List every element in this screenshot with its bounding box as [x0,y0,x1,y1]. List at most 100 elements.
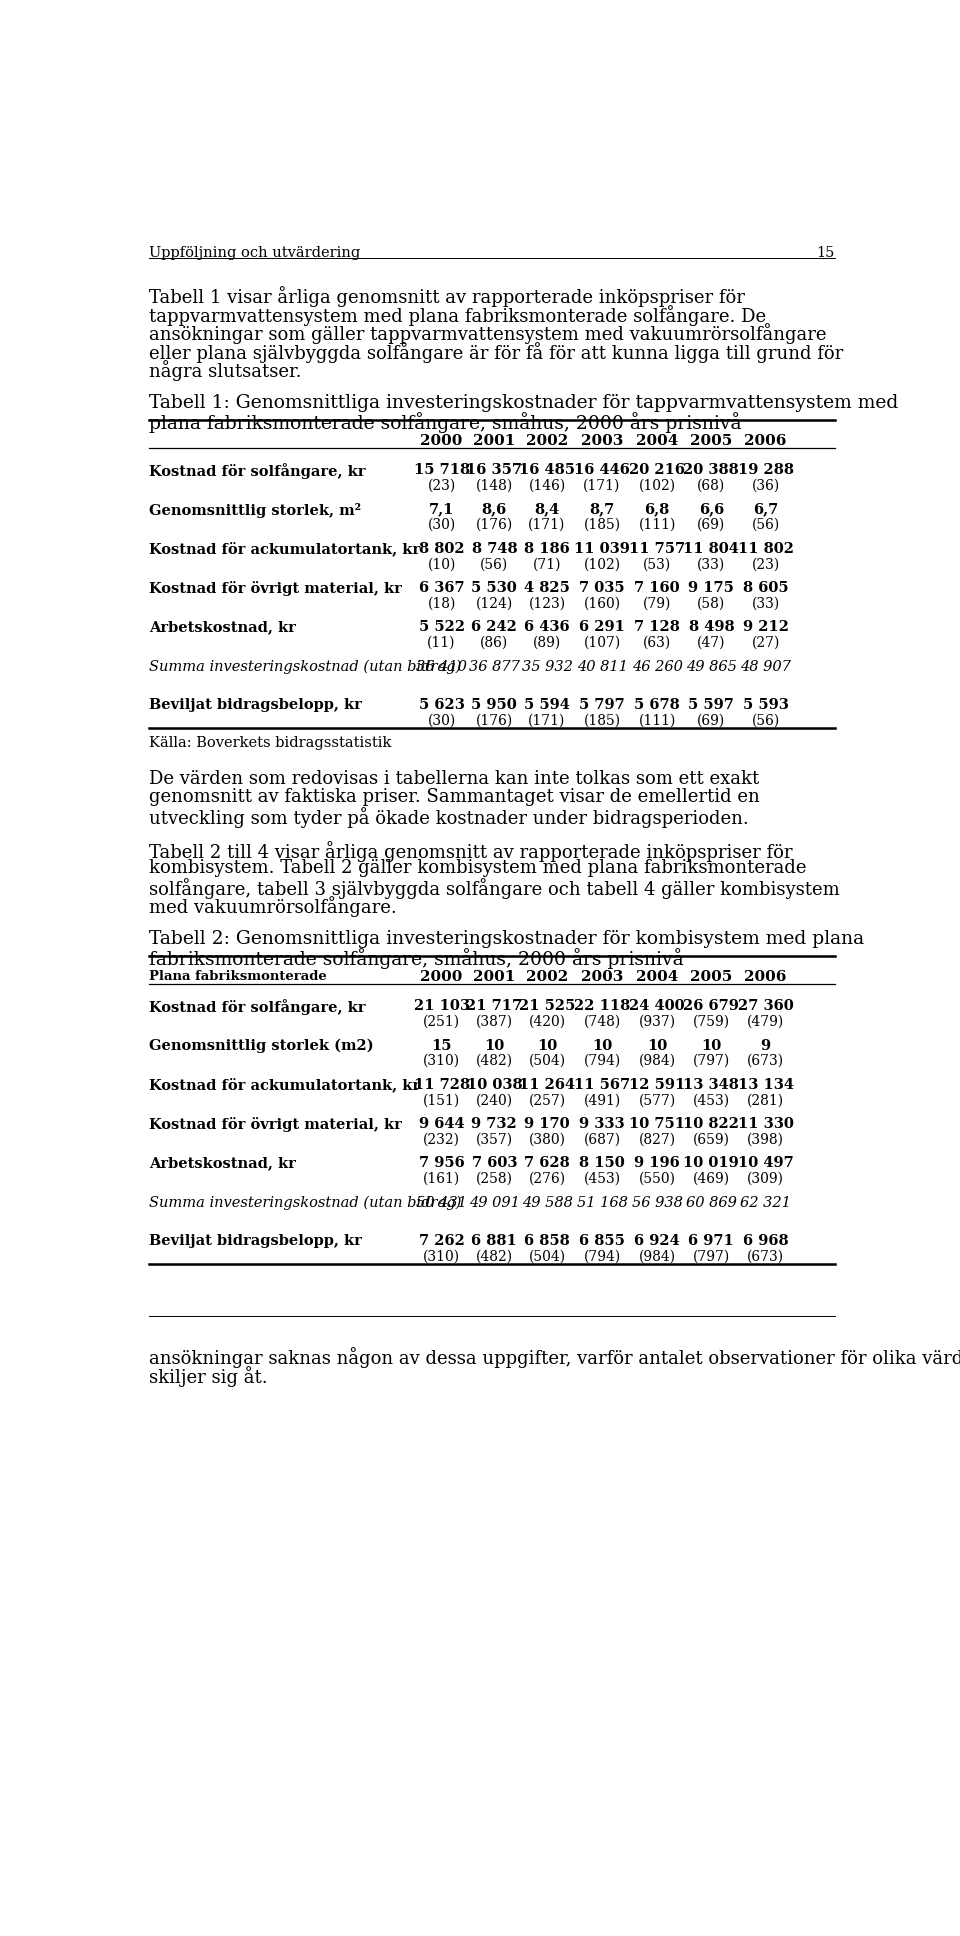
Text: 48 907: 48 907 [740,660,791,674]
Text: 9: 9 [760,1038,771,1053]
Text: 11 757: 11 757 [629,542,685,556]
Text: 2001: 2001 [473,970,516,983]
Text: (89): (89) [533,635,562,650]
Text: ansökningar som gäller tappvarmvattensystem med vakuumrörsolfångare: ansökningar som gäller tappvarmvattensys… [150,323,827,345]
Text: (258): (258) [476,1171,513,1185]
Text: Arbetskostnad, kr: Arbetskostnad, kr [150,620,297,635]
Text: (185): (185) [584,519,620,532]
Text: solfångare, tabell 3 självbyggda solfångare och tabell 4 gäller kombisystem: solfångare, tabell 3 självbyggda solfång… [150,877,840,898]
Text: 24 400: 24 400 [629,999,684,1013]
Text: (453): (453) [693,1094,730,1107]
Text: (56): (56) [480,558,509,571]
Text: Källa: Boverkets bidragsstatistik: Källa: Boverkets bidragsstatistik [150,736,392,749]
Text: 15: 15 [431,1038,452,1053]
Text: (504): (504) [528,1053,565,1069]
Text: Beviljat bidragsbelopp, kr: Beviljat bidragsbelopp, kr [150,1233,362,1249]
Text: 10: 10 [537,1038,557,1053]
Text: 49 091: 49 091 [468,1196,519,1210]
Text: (577): (577) [638,1094,676,1107]
Text: 10: 10 [701,1038,722,1053]
Text: (171): (171) [528,519,565,532]
Text: 13 348: 13 348 [684,1078,739,1092]
Text: 5 522: 5 522 [419,620,465,635]
Text: Plana fabriksmonterade: Plana fabriksmonterade [150,970,327,983]
Text: Tabell 1 visar årliga genomsnitt av rapporterade inköpspriser för: Tabell 1 visar årliga genomsnitt av rapp… [150,287,745,308]
Text: 6,6: 6,6 [699,503,724,517]
Text: 8 498: 8 498 [688,620,734,635]
Text: 6 242: 6 242 [471,620,517,635]
Text: 2002: 2002 [526,434,568,447]
Text: 10 497: 10 497 [737,1156,794,1171]
Text: 2003: 2003 [581,970,623,983]
Text: (797): (797) [693,1053,730,1069]
Text: 5 530: 5 530 [471,581,517,594]
Text: 49 588: 49 588 [521,1196,572,1210]
Text: 8 748: 8 748 [471,542,517,556]
Text: 6,7: 6,7 [753,503,779,517]
Text: 12 591: 12 591 [629,1078,685,1092]
Text: (148): (148) [476,478,513,494]
Text: Arbetskostnad, kr: Arbetskostnad, kr [150,1156,297,1171]
Text: 50 431: 50 431 [417,1196,468,1210]
Text: ansökningar saknas någon av dessa uppgifter, varför antalet observationer för ol: ansökningar saknas någon av dessa uppgif… [150,1347,960,1369]
Text: 20 388: 20 388 [684,463,739,478]
Text: 6 971: 6 971 [688,1233,734,1249]
Text: (276): (276) [528,1171,565,1185]
Text: (398): (398) [747,1133,784,1146]
Text: 60 869: 60 869 [685,1196,736,1210]
Text: (453): (453) [584,1171,620,1185]
Text: (111): (111) [638,519,676,532]
Text: (310): (310) [423,1249,460,1264]
Text: (107): (107) [584,635,621,650]
Text: Kostnad för ackumulatortank, kr: Kostnad för ackumulatortank, kr [150,1078,420,1092]
Text: (102): (102) [584,558,620,571]
Text: (550): (550) [638,1171,676,1185]
Text: tappvarmvattensystem med plana fabriksmonterade solfångare. De: tappvarmvattensystem med plana fabriksmo… [150,304,767,325]
Text: 11 728: 11 728 [414,1078,469,1092]
Text: (102): (102) [638,478,676,494]
Text: 7,1: 7,1 [429,503,454,517]
Text: 6 968: 6 968 [743,1233,788,1249]
Text: (18): (18) [427,596,456,610]
Text: 2004: 2004 [636,434,679,447]
Text: 8 802: 8 802 [419,542,465,556]
Text: 11 802: 11 802 [737,542,794,556]
Text: 2006: 2006 [744,970,787,983]
Text: (357): (357) [476,1133,513,1146]
Text: (659): (659) [693,1133,730,1146]
Text: (23): (23) [752,558,780,571]
Text: (69): (69) [697,714,726,728]
Text: Summa investeringskostnad (utan bidrag): Summa investeringskostnad (utan bidrag) [150,1196,462,1210]
Text: 6 881: 6 881 [471,1233,517,1249]
Text: Tabell 1: Genomsnittliga investeringskostnader för tappvarmvattensystem med: Tabell 1: Genomsnittliga investeringskos… [150,395,899,412]
Text: 7 262: 7 262 [419,1233,465,1249]
Text: 5 678: 5 678 [635,699,680,712]
Text: 8 150: 8 150 [579,1156,625,1171]
Text: (380): (380) [529,1133,565,1146]
Text: 5 797: 5 797 [579,699,625,712]
Text: (151): (151) [423,1094,460,1107]
Text: 9 644: 9 644 [419,1117,465,1131]
Text: 35 932: 35 932 [521,660,572,674]
Text: (33): (33) [697,558,726,571]
Text: 10: 10 [484,1038,504,1053]
Text: 36 410: 36 410 [417,660,468,674]
Text: Kostnad för ackumulatortank, kr: Kostnad för ackumulatortank, kr [150,542,420,558]
Text: (794): (794) [584,1053,621,1069]
Text: (23): (23) [427,478,456,494]
Text: 11 567: 11 567 [574,1078,630,1092]
Text: 11 330: 11 330 [737,1117,794,1131]
Text: 11 039: 11 039 [574,542,630,556]
Text: (71): (71) [533,558,562,571]
Text: 8 605: 8 605 [743,581,788,594]
Text: skiljer sig åt.: skiljer sig åt. [150,1365,268,1386]
Text: (504): (504) [528,1249,565,1264]
Text: (58): (58) [697,596,726,610]
Text: 7 628: 7 628 [524,1156,570,1171]
Text: (171): (171) [528,714,565,728]
Text: Summa investeringskostnad (utan bidrag): Summa investeringskostnad (utan bidrag) [150,660,462,674]
Text: 49 865: 49 865 [685,660,736,674]
Text: 5 593: 5 593 [743,699,788,712]
Text: 22 118: 22 118 [574,999,630,1013]
Text: (482): (482) [476,1053,513,1069]
